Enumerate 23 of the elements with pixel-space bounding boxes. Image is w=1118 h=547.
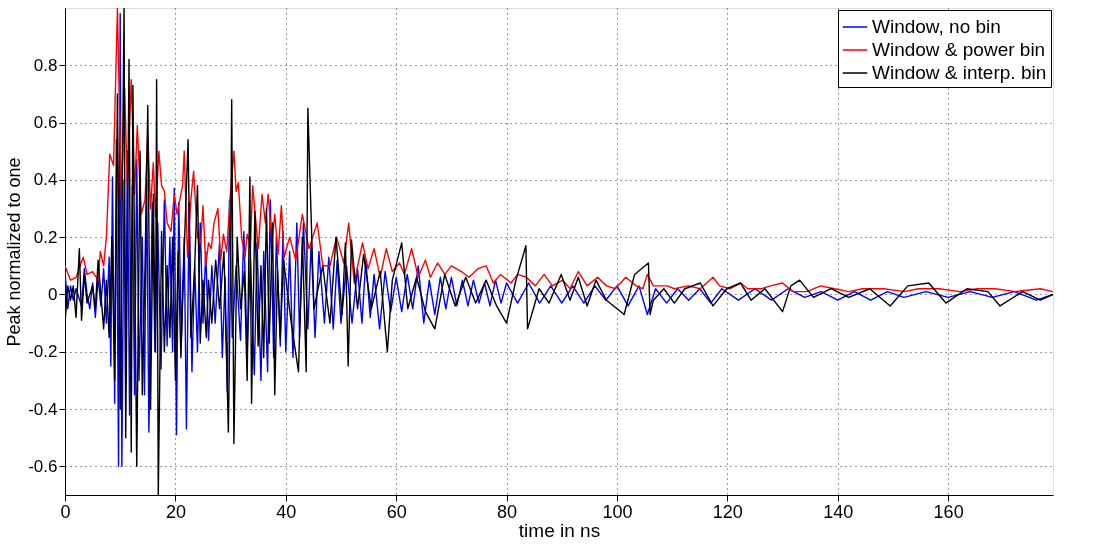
y-tick-label: 0 xyxy=(48,284,58,304)
y-tick-label: -0.6 xyxy=(28,456,58,476)
x-tick-label: 120 xyxy=(712,501,743,522)
y-tick-label: -0.2 xyxy=(28,342,58,362)
y-tick-label: 0.6 xyxy=(33,113,58,133)
y-tick-label: 0.8 xyxy=(33,55,58,75)
x-tick-label: 0 xyxy=(60,501,71,522)
x-tick-label: 60 xyxy=(386,501,407,522)
x-axis-title: time in ns xyxy=(518,519,601,541)
y-axis-title: Peak normalized to one xyxy=(4,157,25,347)
y-tick-label: 0.2 xyxy=(33,227,58,247)
legend-label: Window, no bin xyxy=(872,16,1001,37)
y-tick-label: -0.4 xyxy=(28,399,58,419)
x-tick-label: 40 xyxy=(276,501,297,522)
legend-label: Window & power bin xyxy=(872,39,1046,60)
line-series xyxy=(65,8,1053,293)
legend-label: Window & interp. bin xyxy=(872,62,1047,83)
y-tick-label: 0.4 xyxy=(33,170,58,190)
x-tick-label: 160 xyxy=(933,501,964,522)
x-tick-label: 80 xyxy=(497,501,518,522)
x-tick-label: 100 xyxy=(602,501,633,522)
x-tick-label: 20 xyxy=(165,501,186,522)
x-tick-label: 140 xyxy=(823,501,854,522)
